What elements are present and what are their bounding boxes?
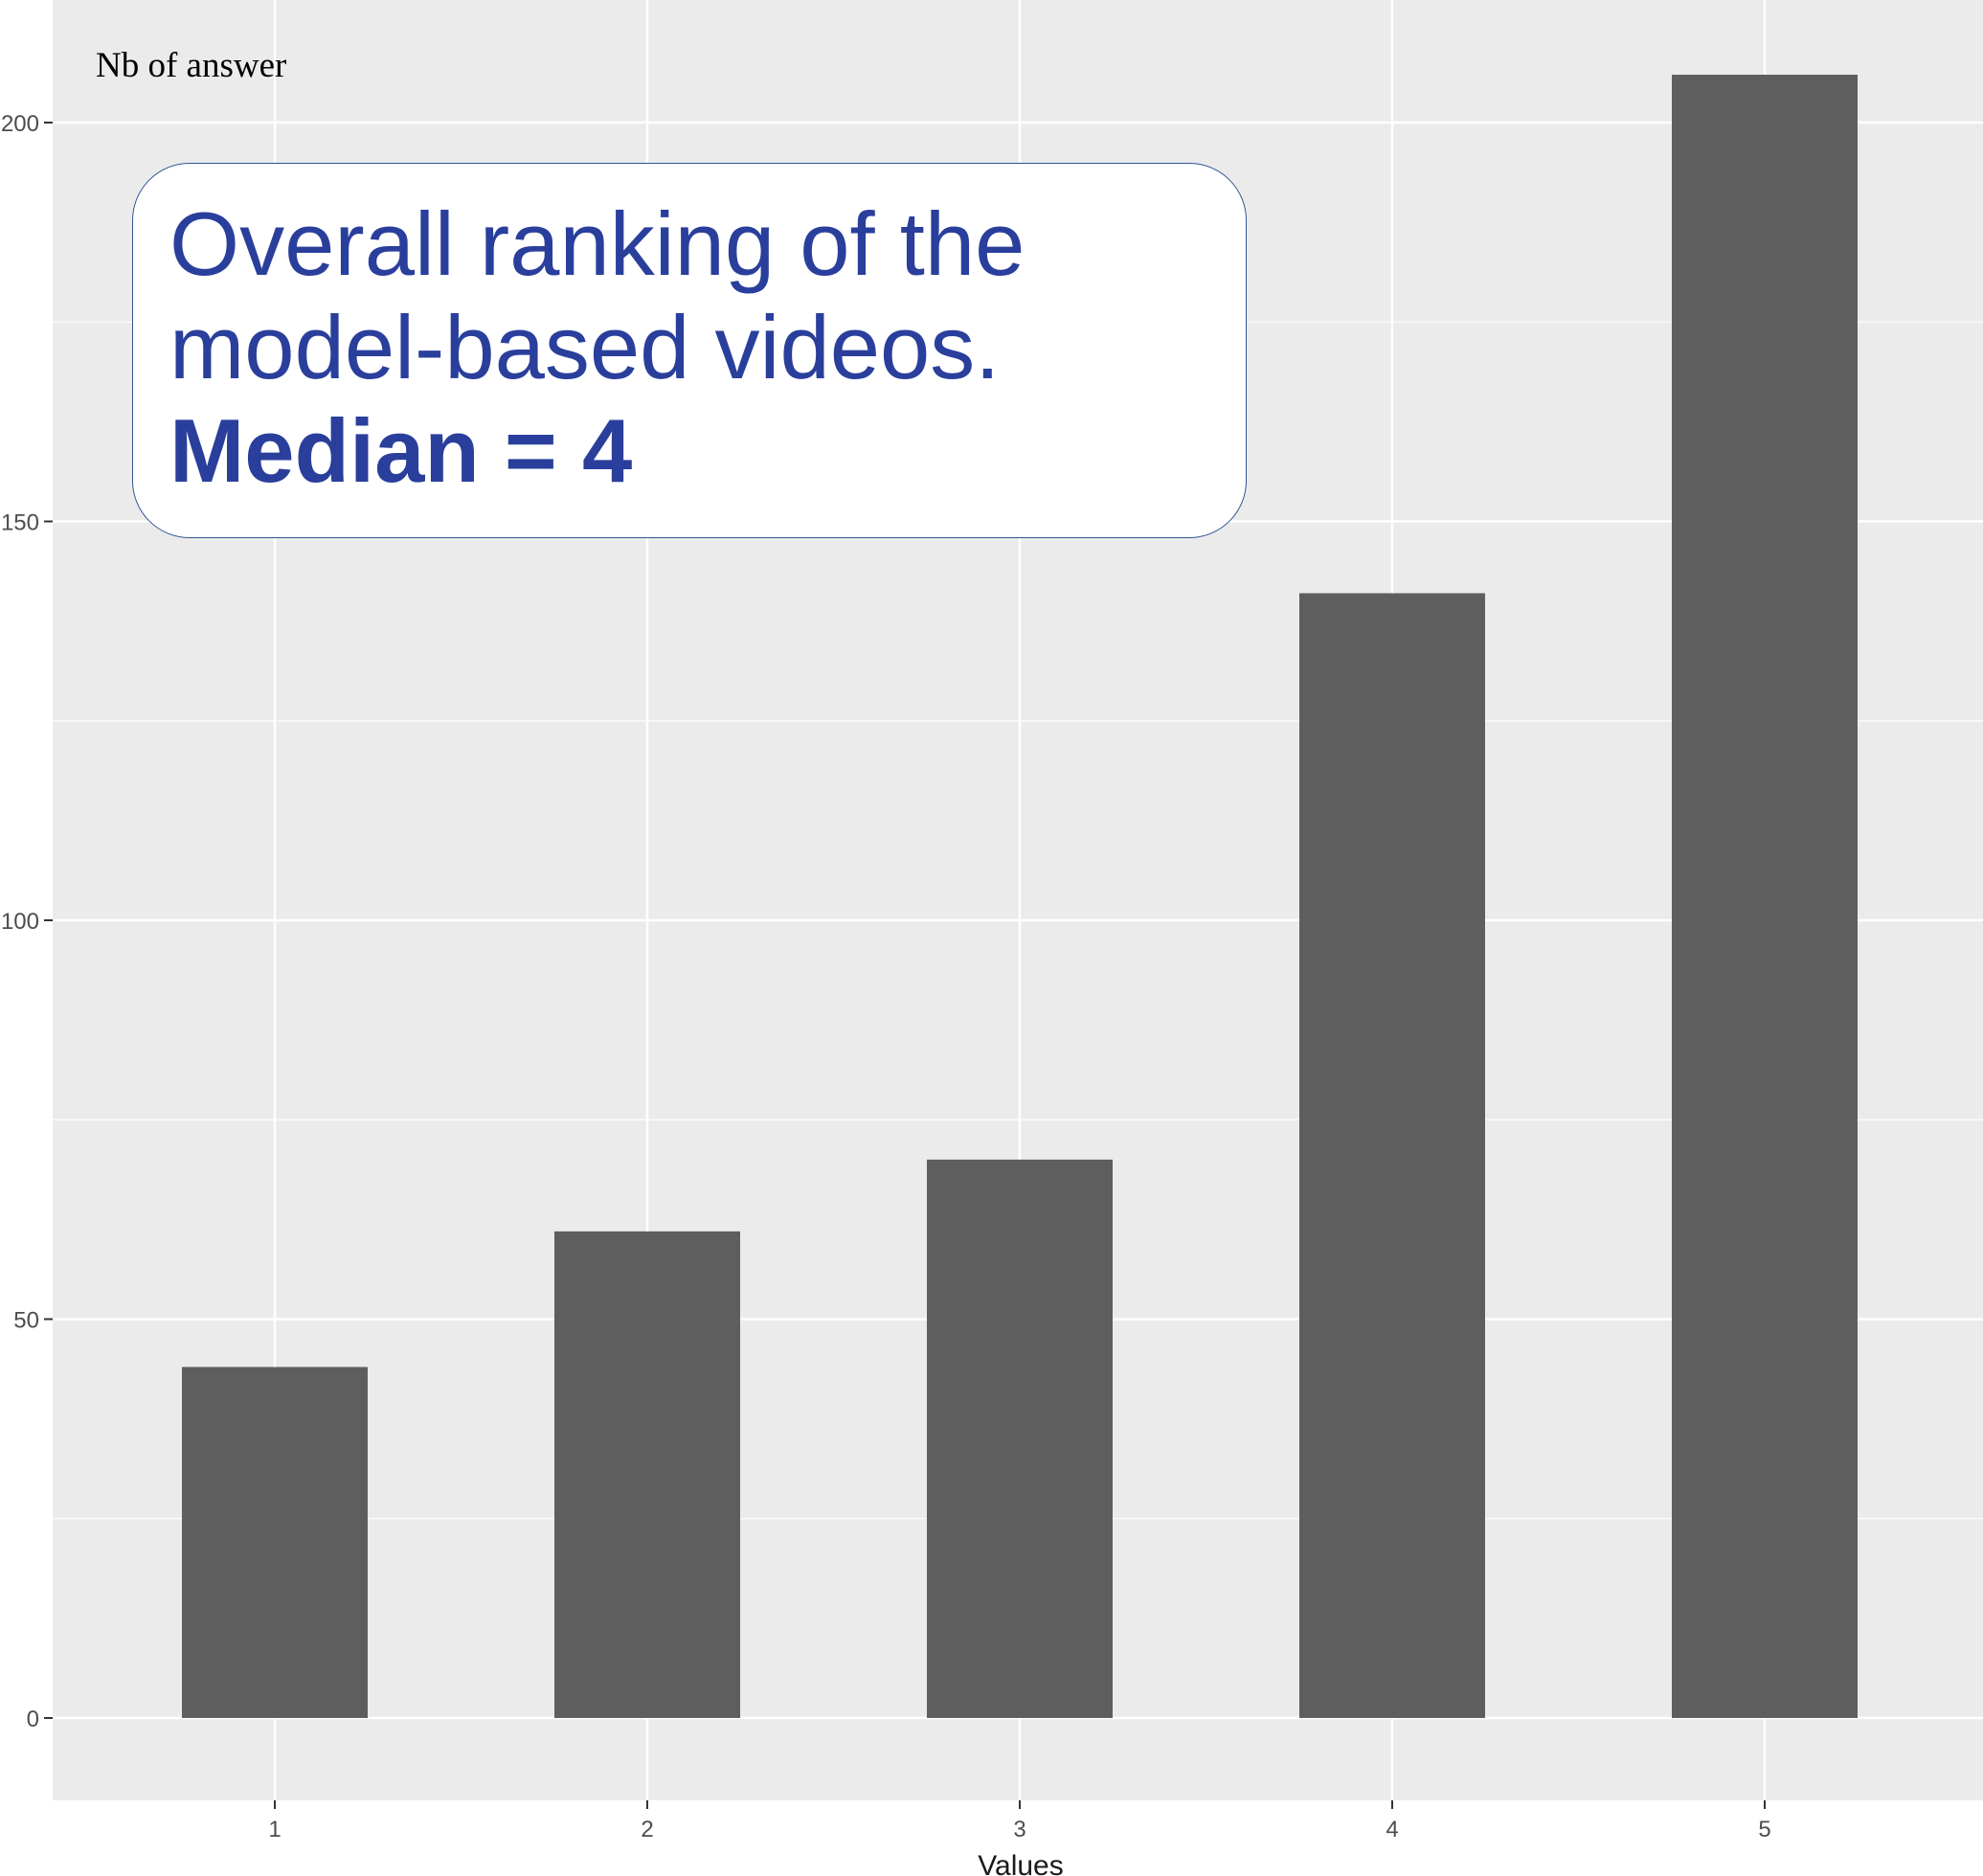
median-callout: Overall ranking of the model-based video… bbox=[132, 163, 1247, 538]
y-tick-label: 0 bbox=[27, 1706, 39, 1732]
callout-median: Median = 4 bbox=[169, 400, 633, 501]
bar-2 bbox=[554, 1231, 740, 1718]
y-axis-ticks: 0 50 100 150 200 bbox=[1, 111, 53, 1732]
x-tick-label: 2 bbox=[641, 1817, 653, 1842]
callout-line-1: Overall ranking of the bbox=[169, 193, 1025, 294]
bars bbox=[182, 75, 1858, 1718]
x-tick-label: 4 bbox=[1386, 1817, 1398, 1842]
bar-4 bbox=[1299, 593, 1485, 1718]
y-axis-title: Nb of answer bbox=[96, 46, 286, 85]
x-tick-label: 1 bbox=[268, 1817, 281, 1842]
bar-1 bbox=[182, 1367, 368, 1718]
x-tick-label: 3 bbox=[1013, 1817, 1025, 1842]
bar-5 bbox=[1672, 75, 1858, 1718]
callout-line-2: model-based videos. bbox=[169, 297, 1001, 397]
y-tick-label: 100 bbox=[1, 909, 39, 935]
bar-3 bbox=[927, 1159, 1113, 1718]
x-axis-title: Values bbox=[978, 1850, 1064, 1876]
y-tick-label: 50 bbox=[13, 1308, 39, 1334]
x-axis-ticks: 1 2 3 4 5 bbox=[268, 1800, 1771, 1842]
y-tick-label: 200 bbox=[1, 111, 39, 137]
y-tick-label: 150 bbox=[1, 510, 39, 536]
x-tick-label: 5 bbox=[1758, 1817, 1770, 1842]
